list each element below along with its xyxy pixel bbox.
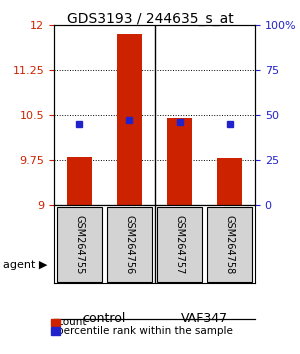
FancyBboxPatch shape (157, 207, 202, 282)
FancyBboxPatch shape (56, 207, 102, 282)
FancyBboxPatch shape (107, 207, 152, 282)
Text: GSM264757: GSM264757 (175, 215, 184, 274)
Text: GSM264755: GSM264755 (74, 215, 84, 274)
Bar (167, 118, 192, 205)
Text: GSM264758: GSM264758 (225, 215, 235, 274)
Text: GDS3193 / 244635_s_at: GDS3193 / 244635_s_at (67, 12, 233, 27)
Text: count: count (57, 317, 86, 327)
Bar (117, 34, 142, 205)
FancyBboxPatch shape (207, 207, 253, 282)
Bar (67, 157, 92, 205)
Text: agent ▶: agent ▶ (3, 261, 47, 270)
Text: percentile rank within the sample: percentile rank within the sample (57, 326, 233, 336)
Text: GSM264756: GSM264756 (124, 215, 134, 274)
Bar (217, 158, 242, 205)
Text: VAF347: VAF347 (181, 312, 228, 325)
Text: control: control (82, 312, 126, 325)
